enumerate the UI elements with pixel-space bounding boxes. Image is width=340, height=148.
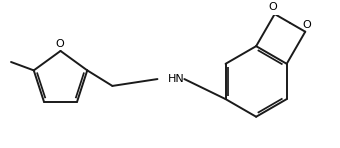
Text: O: O — [55, 39, 64, 49]
Text: O: O — [268, 2, 277, 12]
Text: HN: HN — [168, 74, 184, 84]
Text: O: O — [302, 20, 311, 30]
